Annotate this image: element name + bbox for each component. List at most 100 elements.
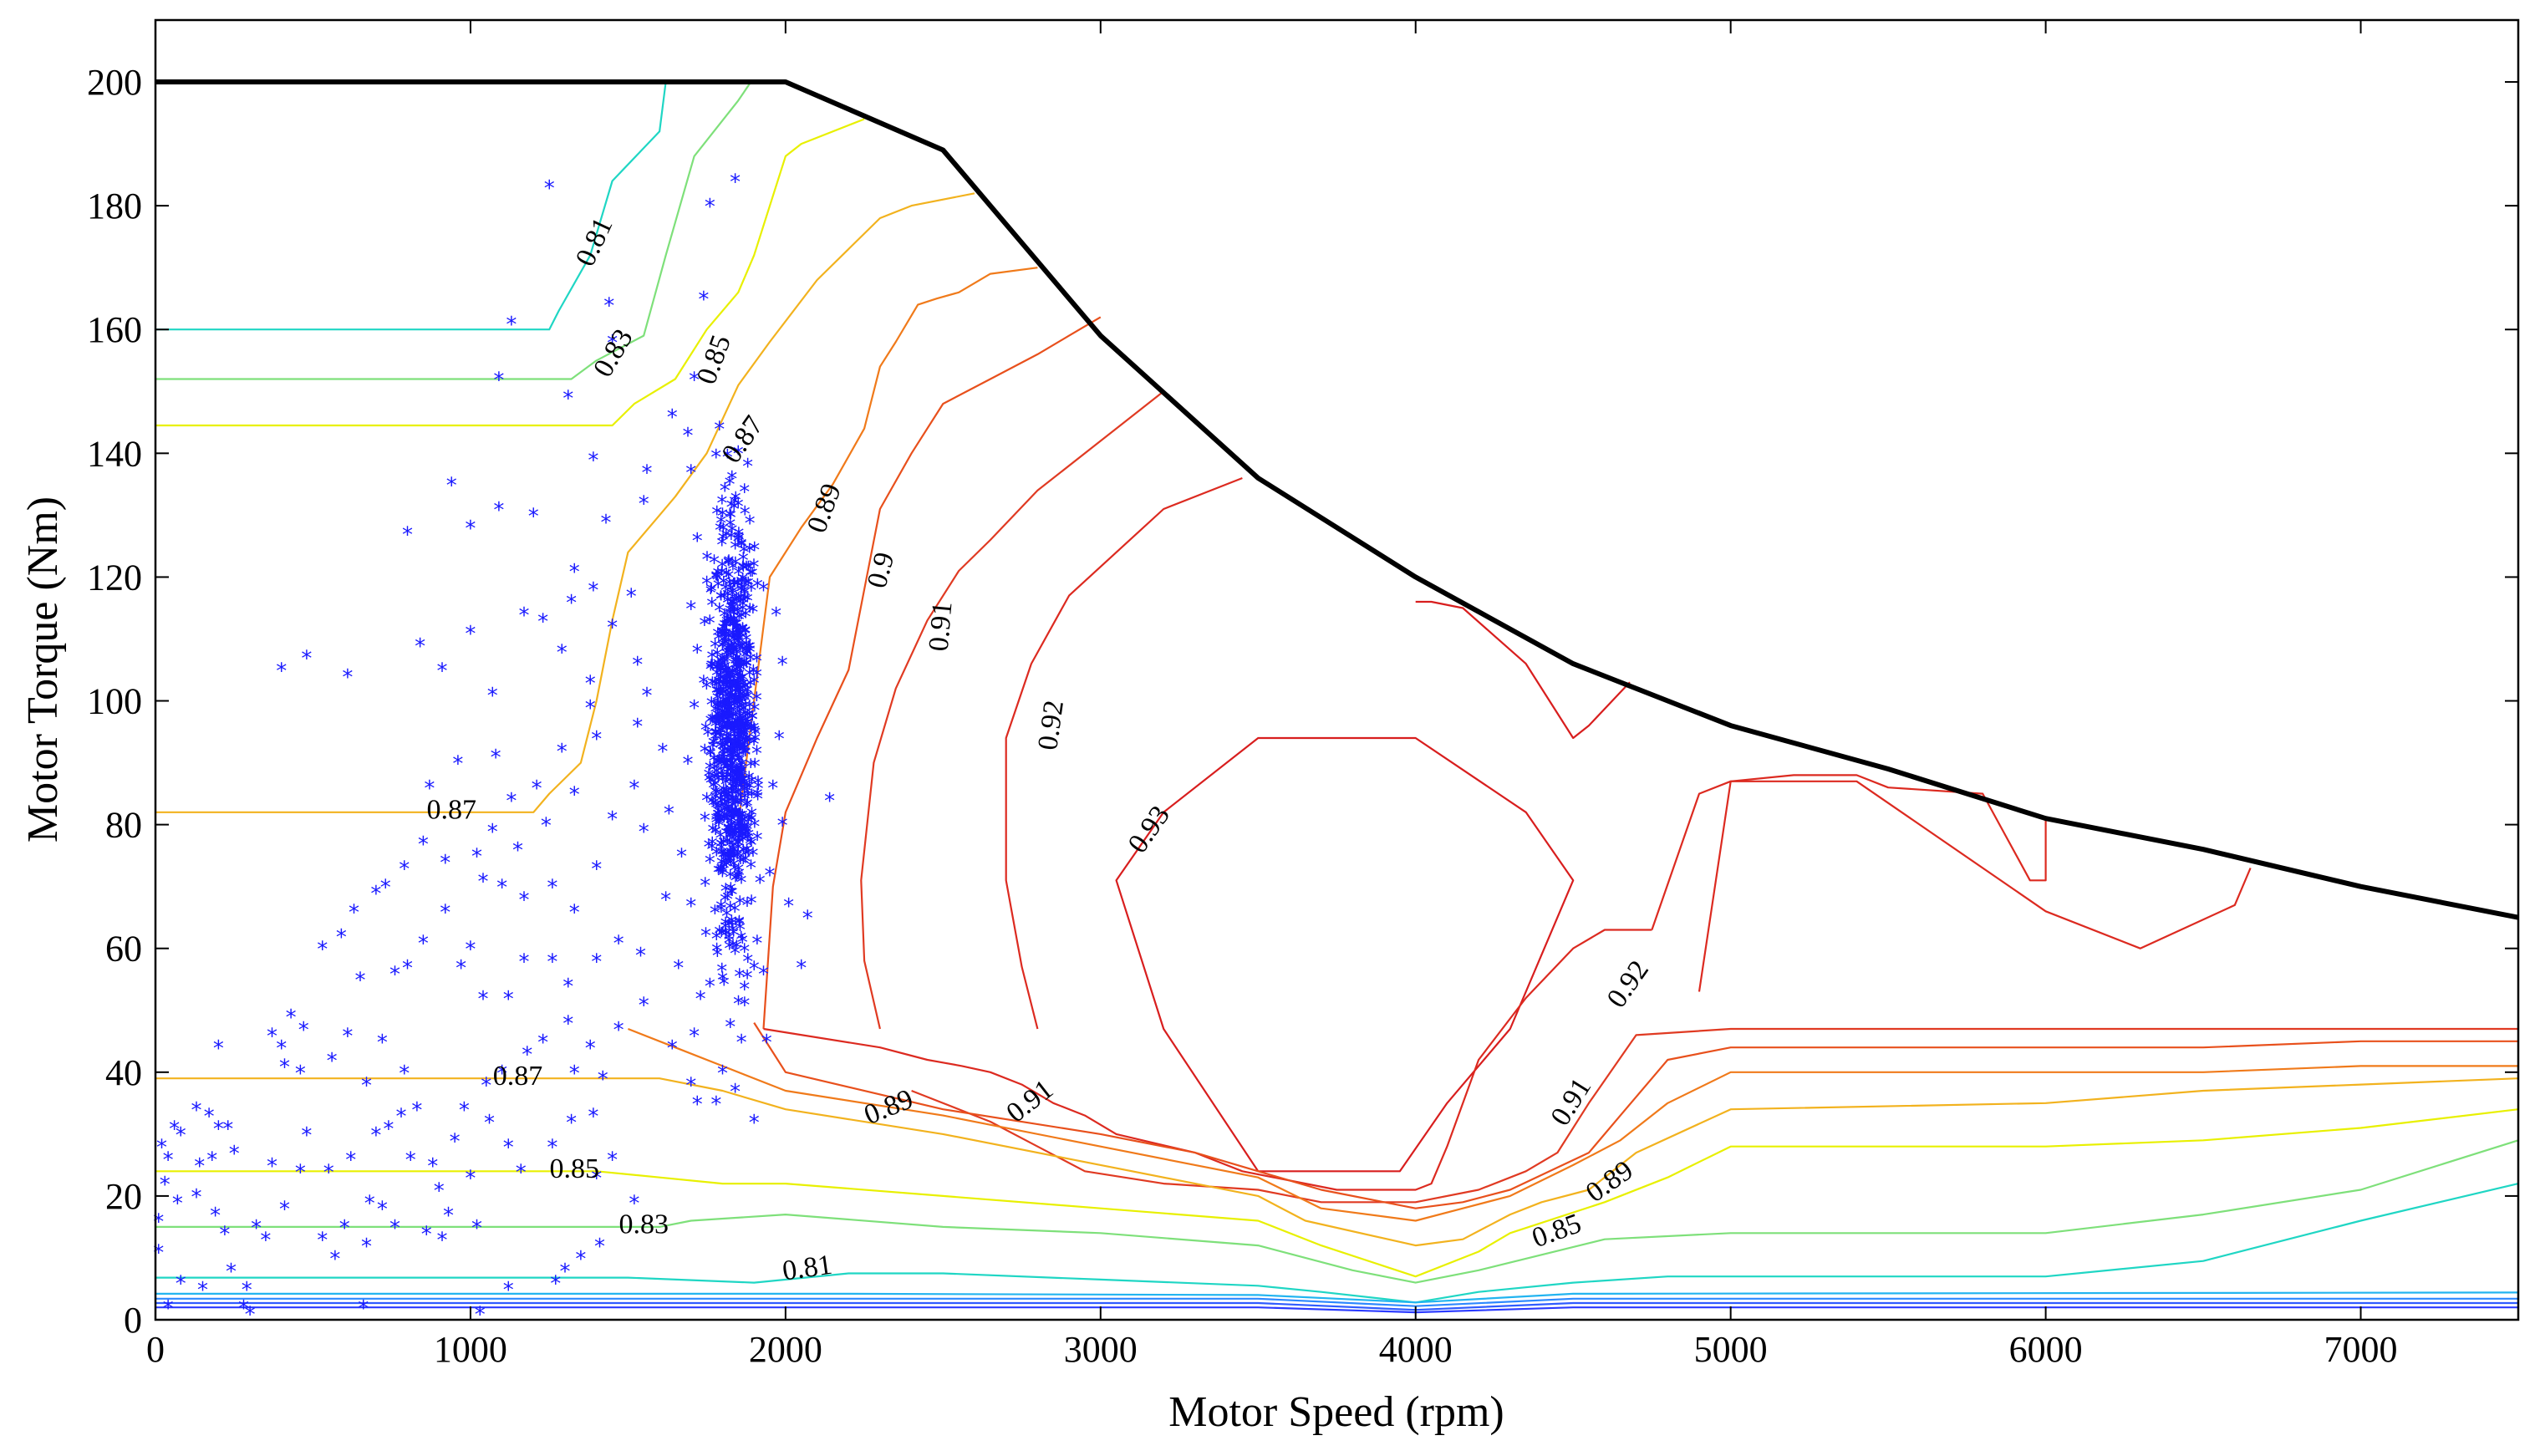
scatter-point: * [503,1278,514,1303]
scatter-point-cluster: * [713,805,724,830]
contour-label: 0.87 [427,795,477,826]
scatter-point-cluster: * [717,766,728,792]
x-tick-label: 1000 [434,1329,507,1370]
scatter-point-cluster: * [737,595,748,620]
scatter-point-cluster: * [710,445,721,471]
scatter-point-cluster: * [726,638,737,663]
scatter-point-cluster: * [747,600,758,625]
scatter-point-cluster: * [743,843,754,868]
scatter-point-cluster: * [740,731,751,756]
scatter-point-cluster: * [720,700,731,725]
scatter-point: * [213,1117,224,1143]
scatter-point-cluster: * [720,796,730,821]
scatter-point-cluster: * [730,615,741,640]
scatter-point: * [358,1296,369,1321]
scatter-point-cluster: * [723,761,734,786]
scatter-point-cluster: * [715,809,725,834]
scatter-point-cluster: * [736,755,747,780]
contour-line-091-13 [911,1027,2518,1204]
scatter-point-cluster: * [733,749,744,774]
scatter-point: * [323,1160,334,1185]
scatter-point: * [342,1024,353,1049]
scatter-point-cluster: * [712,753,723,778]
scatter-point: * [491,746,501,771]
scatter-point-cluster: * [723,799,734,824]
scatter-point-cluster: * [725,643,736,668]
scatter-point-cluster: * [704,770,715,795]
scatter-point-cluster: * [718,519,729,544]
scatter-point-cluster: * [720,924,731,949]
scatter-point: * [204,1105,215,1130]
scatter-point-cluster: * [732,602,743,627]
scatter-point-cluster: * [723,818,734,843]
scatter-point: * [749,671,760,696]
scatter-point: * [383,1117,394,1143]
scatter-point: * [751,931,762,956]
scatter-point-cluster: * [716,785,727,810]
scatter-point: * [370,882,381,907]
scatter-point: * [575,1247,586,1272]
scatter-point-cluster: * [727,624,738,649]
scatter-point: * [739,993,750,1018]
scatter-point-cluster: * [730,716,741,741]
scatter-point-cluster: * [737,770,748,795]
scatter-point-cluster: * [730,723,741,748]
scatter-point-cluster: * [727,789,738,814]
scatter-point-cluster: * [736,659,746,684]
scatter-point: * [585,1036,596,1061]
scatter-point-cluster: * [719,704,730,729]
scatter-point-cluster: * [711,843,722,868]
scatter-point-cluster: * [733,728,744,753]
scatter-point-cluster: * [723,729,734,754]
scatter-point-cluster: * [741,605,751,630]
scatter-point-cluster: * [713,797,724,822]
scatter-point-cluster: * [730,675,741,700]
scatter-point-cluster: * [733,834,744,859]
scatter-point-cluster: * [720,755,730,780]
scatter-point-cluster: * [745,563,756,588]
scatter-point-cluster: * [717,732,728,757]
scatter-point: * [588,449,598,474]
scatter-point: * [569,783,580,808]
scatter-point-cluster: * [730,619,741,644]
max-torque-curve [155,79,2519,920]
scatter-point-cluster: * [746,834,757,859]
scatter-point: * [692,529,703,554]
scatter-point-cluster: * [722,888,733,913]
scatter-point-cluster: * [744,664,755,690]
scatter-point-cluster: * [741,654,752,680]
scatter-point-cluster: * [722,832,733,858]
scatter-point-cluster: * [725,898,736,923]
scatter-point-cluster: * [729,736,740,761]
scatter-point-cluster: * [741,695,751,720]
scatter-point-cluster: * [738,852,749,877]
scatter-point-cluster: * [727,806,738,831]
scatter-point-cluster: * [725,690,736,715]
scatter-point-cluster: * [734,912,745,937]
scatter-point-cluster: * [730,488,741,513]
scatter-point-cluster: * [730,574,741,599]
scatter-point-cluster: * [725,506,736,531]
scatter-point-cluster: * [727,783,738,808]
scatter-point-cluster: * [735,823,746,848]
scatter-point-cluster: * [720,846,730,871]
scatter-point-cluster: * [724,666,735,691]
scatter-point-cluster: * [742,949,753,975]
scatter-point-cluster: * [736,763,746,788]
scatter-point-cluster: * [725,603,736,629]
scatter-point-cluster: * [725,740,736,765]
scatter-point-cluster: * [723,644,734,669]
scatter-point-cluster: * [721,614,732,639]
scatter-point-cluster: * [752,575,763,600]
scatter-point-cluster: * [724,929,735,954]
scatter-point-cluster: * [715,682,726,707]
scatter-point: * [632,715,643,740]
scatter-point-cluster: * [736,723,746,748]
scatter-point-cluster: * [735,787,746,812]
scatter-point-cluster: * [727,715,738,740]
scatter-point-cluster: * [737,830,748,855]
contour-line-093-9 [1415,600,1631,740]
scatter-point-cluster: * [717,862,728,887]
scatter-point-cluster: * [752,787,763,812]
scatter-point: * [361,1074,372,1099]
